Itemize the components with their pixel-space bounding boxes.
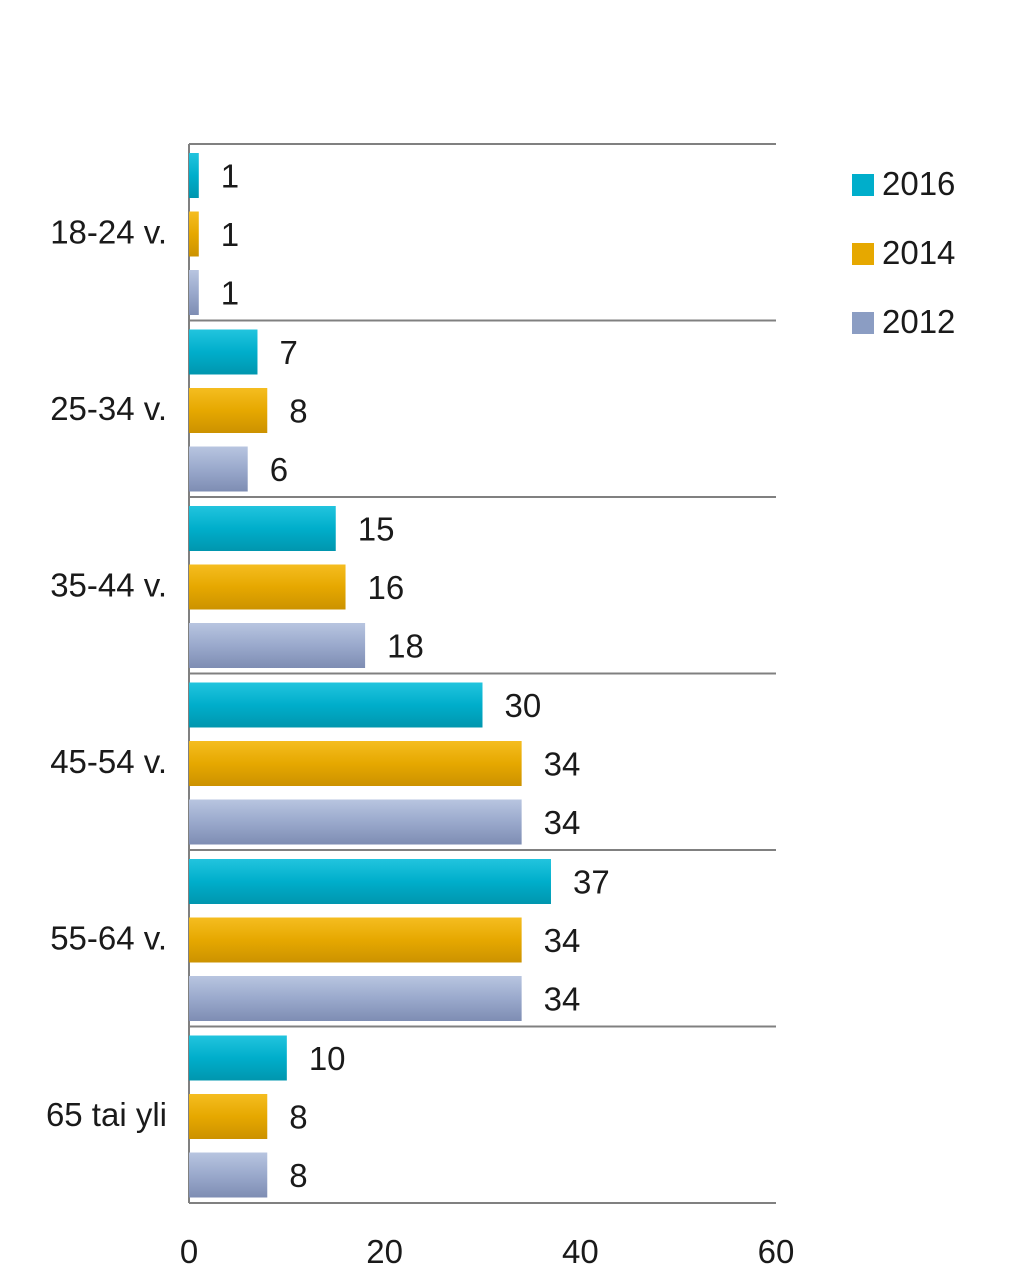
data-label: 8 — [289, 393, 307, 430]
bar — [189, 388, 268, 433]
data-label: 30 — [505, 687, 542, 724]
x-tick-label: 40 — [562, 1233, 599, 1270]
data-label: 1 — [221, 216, 239, 253]
data-label: 10 — [309, 1040, 346, 1077]
bar — [189, 1152, 268, 1198]
category-label: 18-24 v. — [50, 213, 167, 250]
bar — [189, 917, 522, 963]
data-label: 18 — [387, 628, 424, 665]
legend-swatch — [852, 174, 874, 196]
data-label: 15 — [358, 511, 395, 548]
bar — [189, 1094, 268, 1139]
x-tick-label: 20 — [366, 1233, 403, 1270]
x-tick-label: 0 — [180, 1233, 198, 1270]
data-label: 34 — [544, 922, 581, 959]
bar — [189, 623, 366, 668]
bar — [189, 446, 248, 492]
category-label: 65 tai yli — [46, 1096, 167, 1133]
legend-label: 2012 — [882, 303, 955, 340]
x-axis: 0 20 40 60 — [180, 1233, 795, 1270]
bar — [189, 1035, 287, 1081]
data-label: 34 — [544, 804, 581, 841]
bars-layer — [189, 153, 551, 1198]
data-label: 6 — [270, 451, 288, 488]
bar — [189, 976, 522, 1021]
bar — [189, 211, 199, 257]
legend-label: 2014 — [882, 234, 955, 271]
data-label: 34 — [544, 981, 581, 1018]
bar — [189, 741, 522, 786]
bar — [189, 682, 483, 728]
category-label: 35-44 v. — [50, 566, 167, 603]
data-label: 37 — [573, 864, 610, 901]
legend-swatch — [852, 312, 874, 334]
x-tick-label: 60 — [758, 1233, 795, 1270]
bar — [189, 564, 346, 610]
data-label: 16 — [368, 569, 405, 606]
category-label: 25-34 v. — [50, 390, 167, 427]
category-label: 55-64 v. — [50, 919, 167, 956]
data-label: 7 — [279, 334, 297, 371]
legend: 2016 2014 2012 — [852, 165, 955, 340]
data-label: 8 — [289, 1099, 307, 1136]
legend-label: 2016 — [882, 165, 955, 202]
bar — [189, 506, 336, 551]
grid-layer — [188, 143, 776, 1204]
bar — [189, 153, 199, 198]
bar — [189, 270, 199, 315]
data-label: 1 — [221, 275, 239, 312]
bar — [189, 329, 258, 375]
data-label: 34 — [544, 746, 581, 783]
bar — [189, 859, 551, 904]
bar — [189, 799, 522, 845]
data-label: 1 — [221, 158, 239, 195]
legend-swatch — [852, 243, 874, 265]
category-label: 45-54 v. — [50, 743, 167, 780]
data-label: 8 — [289, 1157, 307, 1194]
